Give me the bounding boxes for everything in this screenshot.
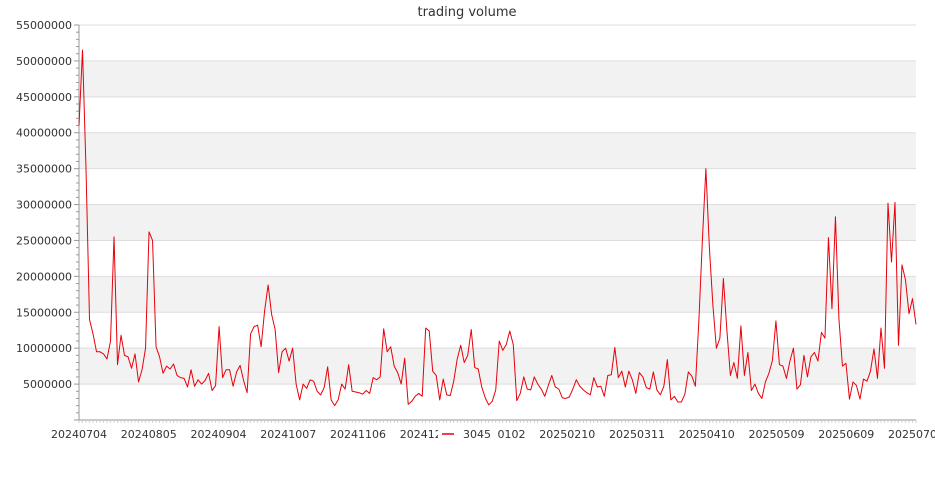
y-tick-label: 55000000 [16,19,72,32]
y-tick-label: 15000000 [16,306,72,319]
y-tick-label: 45000000 [16,91,72,104]
y-tick-label: 10000000 [16,342,72,355]
x-tick-label: 20250410 [679,428,735,441]
background-band [79,60,916,97]
x-tick-label: 20240805 [121,428,177,441]
x-tick-label: 20250210 [539,428,595,441]
y-tick-label: 35000000 [16,163,72,176]
legend: 3045 [438,426,498,442]
y-tick-label: 25000000 [16,234,72,247]
y-tick-label: 50000000 [16,55,72,68]
legend-background [438,426,498,442]
x-tick-label: 20241007 [260,428,316,441]
chart-title: trading volume [417,5,516,20]
y-tick-label: 20000000 [16,270,72,283]
series-line-1 [78,49,917,407]
x-tick-label: 20250609 [818,428,874,441]
chart-background-bands [79,60,916,385]
x-tick-label: 20250311 [609,428,665,441]
y-axis: 5000000 10000000 15000000 20000000 25000000 3… [16,19,80,421]
series-layer [78,49,917,407]
y-tick-label: 30000000 [16,199,72,212]
background-band [79,132,916,169]
x-tick-label: 20250704 [888,428,935,441]
y-tick-label: 5000000 [23,378,72,391]
background-band [79,204,916,241]
chart-gridlines [79,24,916,385]
x-tick-label: 20240904 [191,428,247,441]
y-tick-label: 40000000 [16,127,72,140]
background-band [79,276,916,313]
x-tick-label: 20240704 [51,428,107,441]
legend-label-series-1: 3045 [463,428,491,441]
x-tick-label: 20241106 [330,428,386,441]
x-tick-label: 20250509 [749,428,805,441]
